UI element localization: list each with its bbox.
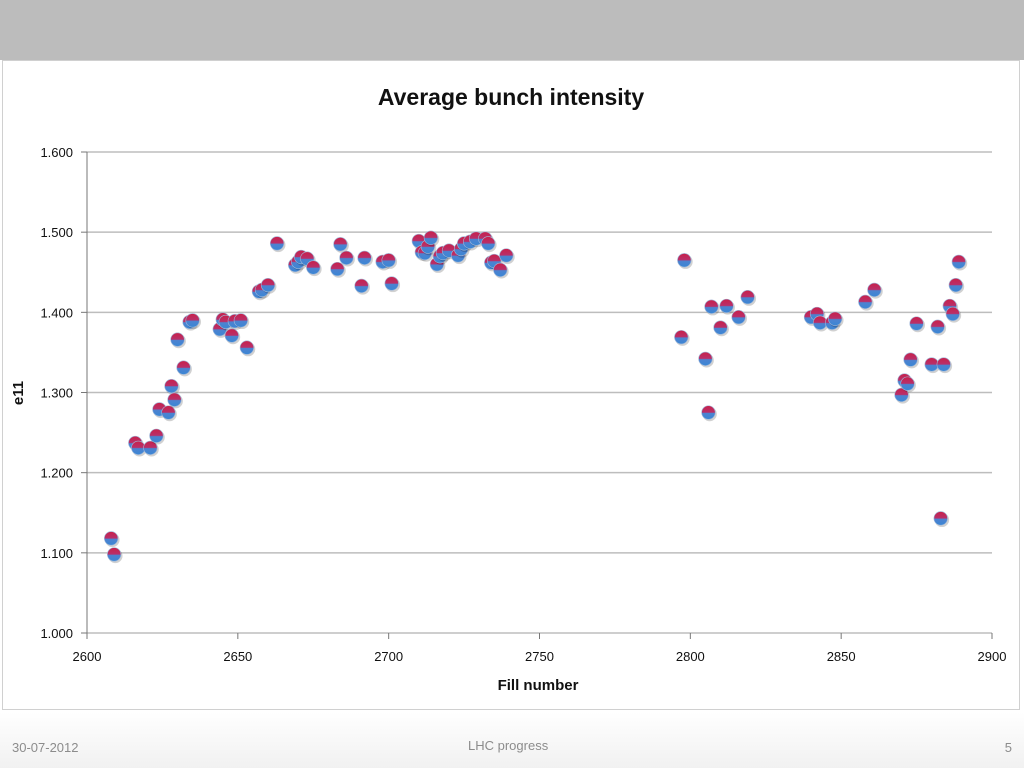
data-point <box>269 236 285 251</box>
data-point <box>149 428 164 443</box>
data-point <box>107 547 122 562</box>
y-axis-title: e11 <box>10 381 27 405</box>
x-tick-label: 2700 <box>374 649 403 664</box>
data-point <box>161 405 176 420</box>
data-point <box>239 340 254 355</box>
header-band <box>0 0 1024 60</box>
data-point <box>900 376 915 391</box>
data-point <box>867 282 882 297</box>
x-tick-label: 2850 <box>827 649 856 664</box>
data-point <box>170 332 185 347</box>
data-point <box>948 277 963 293</box>
data-point <box>828 311 843 326</box>
data-point <box>164 378 179 394</box>
data-point <box>384 276 399 291</box>
data-point <box>719 298 734 314</box>
data-point <box>167 392 182 407</box>
data-point <box>306 260 321 275</box>
y-tick-label: 1.100 <box>40 546 73 561</box>
data-point <box>493 262 508 277</box>
x-tick-label: 2600 <box>73 649 102 664</box>
data-point <box>499 248 514 263</box>
data-point <box>936 357 951 372</box>
data-point <box>143 440 158 455</box>
y-tick-label: 1.400 <box>40 305 73 320</box>
data-point <box>701 405 716 420</box>
y-tick-label: 1.200 <box>40 466 73 481</box>
data-point <box>104 531 119 546</box>
data-point <box>704 299 719 314</box>
y-tick-label: 1.300 <box>40 386 73 401</box>
data-point <box>731 310 746 325</box>
data-point <box>233 313 248 328</box>
data-point <box>185 313 200 328</box>
footer-title: LHC progress <box>468 738 549 753</box>
data-point <box>677 253 692 268</box>
footer-date: 30-07-2012 <box>12 740 79 755</box>
y-axis-ticks: 1.000 1.100 1.200 1.300 1.400 1.500 1.600 <box>40 145 87 641</box>
data-point <box>357 250 372 265</box>
data-point <box>333 237 348 252</box>
data-point <box>698 351 713 366</box>
gridlines <box>86 151 992 634</box>
data-point <box>131 440 146 455</box>
data-point <box>924 357 939 372</box>
data-point <box>176 360 191 375</box>
data-point <box>339 250 354 265</box>
data-point <box>381 253 396 268</box>
x-axis-ticks: 2600 2650 2700 2750 2800 2850 2900 <box>73 633 1007 664</box>
data-point <box>812 315 828 330</box>
data-point <box>354 278 369 293</box>
data-point <box>481 236 496 251</box>
data-point <box>260 277 276 293</box>
x-tick-label: 2750 <box>525 649 554 664</box>
x-tick-label: 2650 <box>223 649 252 664</box>
data-point <box>423 230 439 245</box>
data-point <box>740 290 755 305</box>
y-tick-label: 1.500 <box>40 225 73 240</box>
y-tick-label: 1.000 <box>40 626 73 641</box>
data-point <box>951 254 966 269</box>
data-point <box>858 294 873 310</box>
data-point <box>930 319 945 334</box>
x-tick-label: 2900 <box>978 649 1007 664</box>
y-tick-label: 1.600 <box>40 145 73 160</box>
data-points <box>104 230 968 564</box>
data-point <box>933 511 948 526</box>
x-axis-title: Fill number <box>498 677 579 694</box>
footer-band <box>0 712 1024 768</box>
data-point <box>674 330 689 345</box>
page-number: 5 <box>1004 740 1012 755</box>
data-point <box>894 387 909 403</box>
data-point <box>945 306 960 322</box>
x-tick-label: 2800 <box>676 649 705 664</box>
data-point <box>713 320 728 335</box>
data-point <box>909 316 924 331</box>
data-point <box>330 261 345 277</box>
chart-title: Average bunch intensity <box>378 84 644 110</box>
data-point <box>224 328 239 343</box>
data-point <box>903 352 918 367</box>
